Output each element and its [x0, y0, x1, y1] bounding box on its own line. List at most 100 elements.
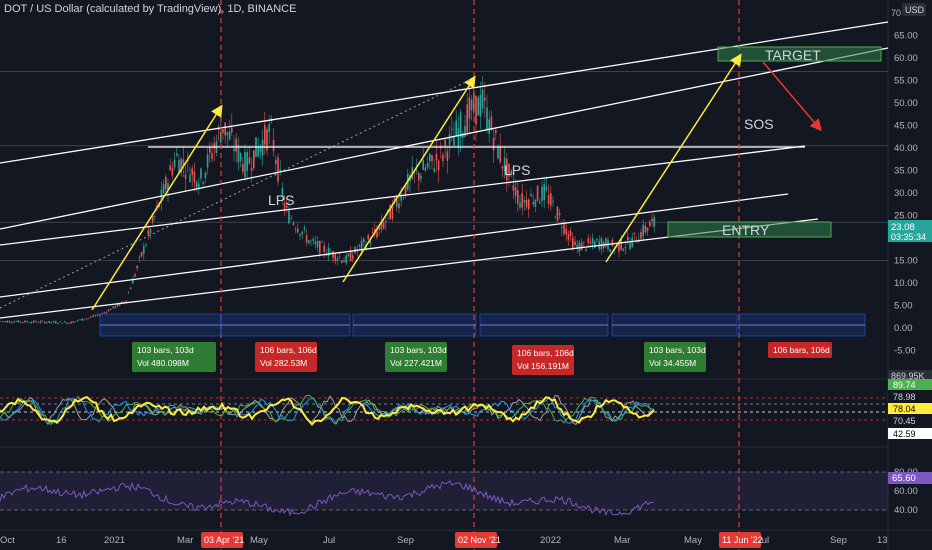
- range-volume-label: Vol 480.098M: [137, 358, 189, 368]
- candle-body: [591, 238, 594, 244]
- candle-body: [459, 112, 462, 138]
- candle-body: [380, 221, 383, 230]
- time-tick: Mar: [177, 535, 193, 546]
- candle-body: [620, 239, 622, 250]
- time-highlight: 02 Nov '21: [458, 535, 501, 545]
- candle-body: [477, 97, 479, 116]
- candle-body: [184, 174, 187, 179]
- candle-body: [400, 194, 402, 201]
- candle-body: [530, 194, 532, 197]
- candle-body: [6, 320, 9, 323]
- range-label-box: [768, 342, 832, 358]
- candle-body: [19, 321, 22, 323]
- candle-body: [402, 197, 405, 198]
- time-tick: Mar: [614, 535, 630, 546]
- candle-body: [303, 227, 306, 230]
- candle-body: [250, 167, 253, 171]
- candle-body: [618, 243, 620, 252]
- oscillator-value-tag: [888, 403, 932, 414]
- candle-body: [543, 184, 545, 201]
- time-tick: May: [684, 535, 702, 546]
- candle-body: [8, 320, 11, 323]
- candle-body: [246, 152, 248, 171]
- candle-body: [129, 287, 132, 289]
- candle-body: [481, 89, 484, 109]
- time-tick: Jul: [323, 535, 335, 546]
- candle-body: [629, 242, 631, 250]
- candle-body: [33, 320, 35, 323]
- candle-body: [550, 192, 552, 206]
- candle-body: [556, 206, 559, 221]
- candle-body: [242, 163, 244, 172]
- candle-body: [512, 185, 515, 191]
- candle-body: [11, 322, 13, 323]
- candle-body: [151, 216, 154, 222]
- candle-body: [305, 235, 308, 243]
- candle-body: [398, 203, 400, 209]
- channel-line: [0, 21, 889, 164]
- candle-body: [506, 158, 508, 181]
- oscillator-line: [0, 395, 655, 426]
- candle-body: [176, 153, 178, 156]
- candle-body: [510, 170, 512, 175]
- annotation-sos: SOS: [744, 116, 774, 132]
- candle-body: [371, 232, 374, 233]
- candle-body: [418, 172, 420, 181]
- candle-body: [330, 252, 332, 254]
- candle-body: [22, 322, 24, 323]
- candle-body: [198, 183, 200, 189]
- candle-body: [508, 163, 510, 177]
- candle-body: [13, 321, 15, 323]
- candle-body: [30, 322, 33, 324]
- candle-body: [299, 234, 301, 236]
- candle-body: [609, 249, 611, 252]
- currency-label[interactable]: USD: [905, 5, 925, 15]
- candle-body: [4, 321, 6, 322]
- cycle-lines: [220, 0, 740, 550]
- candle-body: [545, 187, 548, 190]
- candle-body: [455, 120, 457, 136]
- candle-body: [237, 144, 240, 163]
- candle-body: [79, 319, 81, 321]
- oscillator-pane: [0, 394, 888, 426]
- range-volume-label: Vol 227.421M: [390, 358, 442, 368]
- candle-body: [653, 216, 655, 227]
- candle-body: [39, 321, 42, 323]
- target-zone: [717, 46, 882, 62]
- candle-body: [539, 201, 541, 204]
- candle-body: [17, 320, 20, 323]
- candle-body: [94, 315, 97, 317]
- candle-body: [314, 241, 317, 244]
- candle-body: [228, 131, 231, 140]
- price-tick: 30.00: [894, 188, 918, 199]
- candle-body: [114, 306, 116, 308]
- candle-body: [528, 199, 530, 210]
- range-label-box: [255, 342, 317, 372]
- candle-body: [424, 167, 427, 171]
- candle-body: [235, 138, 237, 152]
- candle-body: [222, 129, 224, 133]
- candle-body: [264, 125, 266, 145]
- candle-body: [649, 221, 651, 227]
- candle-body: [349, 250, 352, 261]
- time-axis[interactable]: Oct162021MarMayJulSepNov2022MarMayJulSep…: [0, 532, 888, 548]
- candle-body: [323, 245, 325, 253]
- candle-body: [635, 241, 638, 243]
- candle-body: [253, 150, 255, 169]
- candle-body: [132, 279, 134, 284]
- candle-body: [24, 320, 26, 323]
- candle-body: [589, 242, 592, 244]
- rsi-band: [0, 472, 888, 510]
- candle-body: [143, 246, 145, 254]
- candle-body: [536, 185, 539, 201]
- candle-body: [565, 228, 567, 235]
- candle-body: [446, 151, 449, 162]
- time-tick: 13: [877, 535, 888, 546]
- annotation-lps-1: LPS: [268, 192, 294, 208]
- time-tick: Sep: [397, 535, 414, 546]
- candle-body: [453, 136, 455, 146]
- candle-body: [651, 218, 653, 222]
- rsi-tick: 40.00: [894, 505, 918, 516]
- time-highlight: 11 Jun '22: [722, 535, 763, 545]
